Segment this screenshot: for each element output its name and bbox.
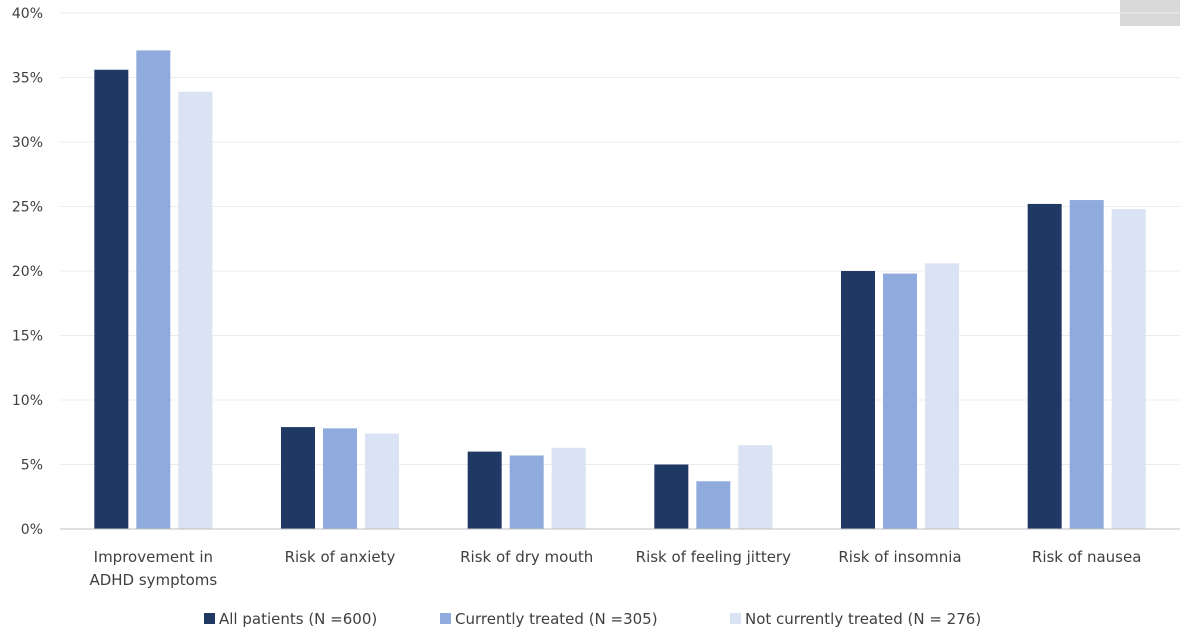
gridlines — [60, 12, 1180, 465]
bar — [509, 455, 544, 529]
x-tick-label: Risk of feeling jittery — [636, 548, 791, 566]
legend-swatch — [204, 613, 215, 624]
bar — [467, 451, 502, 529]
bar — [1111, 209, 1146, 529]
y-tick-label: 35% — [12, 71, 43, 87]
y-tick-label: 15% — [12, 329, 43, 345]
bar — [323, 428, 357, 529]
x-tick-label: Risk of insomnia — [838, 548, 961, 566]
bar — [883, 273, 917, 529]
bar — [94, 69, 129, 529]
bar — [178, 91, 213, 529]
bar — [738, 445, 773, 529]
bars — [94, 50, 1146, 530]
y-tick-label: 0% — [21, 522, 43, 538]
y-tick-label: 10% — [12, 393, 43, 409]
legend-swatch — [440, 613, 451, 624]
bar — [1069, 200, 1104, 530]
bar — [654, 464, 689, 529]
x-tick-label: Risk of dry mouth — [460, 548, 593, 566]
y-tick-label: 30% — [12, 135, 43, 151]
y-tick-label: 20% — [12, 264, 43, 280]
legend-swatch — [730, 613, 741, 624]
bar — [136, 50, 171, 529]
bar — [281, 427, 315, 529]
bar — [551, 447, 586, 529]
y-axis: 0% 5% 10% 15% 20% 25% 30% 35% 40% — [12, 6, 43, 538]
legend-label: Not currently treated (N = 276) — [745, 610, 981, 628]
y-tick-label: 40% — [12, 6, 43, 22]
x-tick-label: Risk of anxiety — [285, 548, 396, 566]
legend: All patients (N =600) Currently treated (… — [204, 610, 981, 628]
x-axis: Improvement in ADHD symptoms Risk of anxie… — [60, 528, 1180, 589]
bar — [696, 481, 731, 529]
bar — [365, 433, 399, 529]
x-tick-label: Improvement in — [94, 548, 213, 566]
bar — [1027, 203, 1062, 530]
y-tick-label: 5% — [21, 458, 43, 474]
y-tick-label: 25% — [12, 200, 43, 216]
x-tick-label: Risk of nausea — [1032, 548, 1142, 566]
legend-label: Currently treated (N =305) — [455, 610, 658, 628]
bar — [841, 271, 875, 529]
bar — [925, 263, 959, 529]
x-tick-label: ADHD symptoms — [89, 571, 217, 589]
legend-label: All patients (N =600) — [219, 610, 377, 628]
